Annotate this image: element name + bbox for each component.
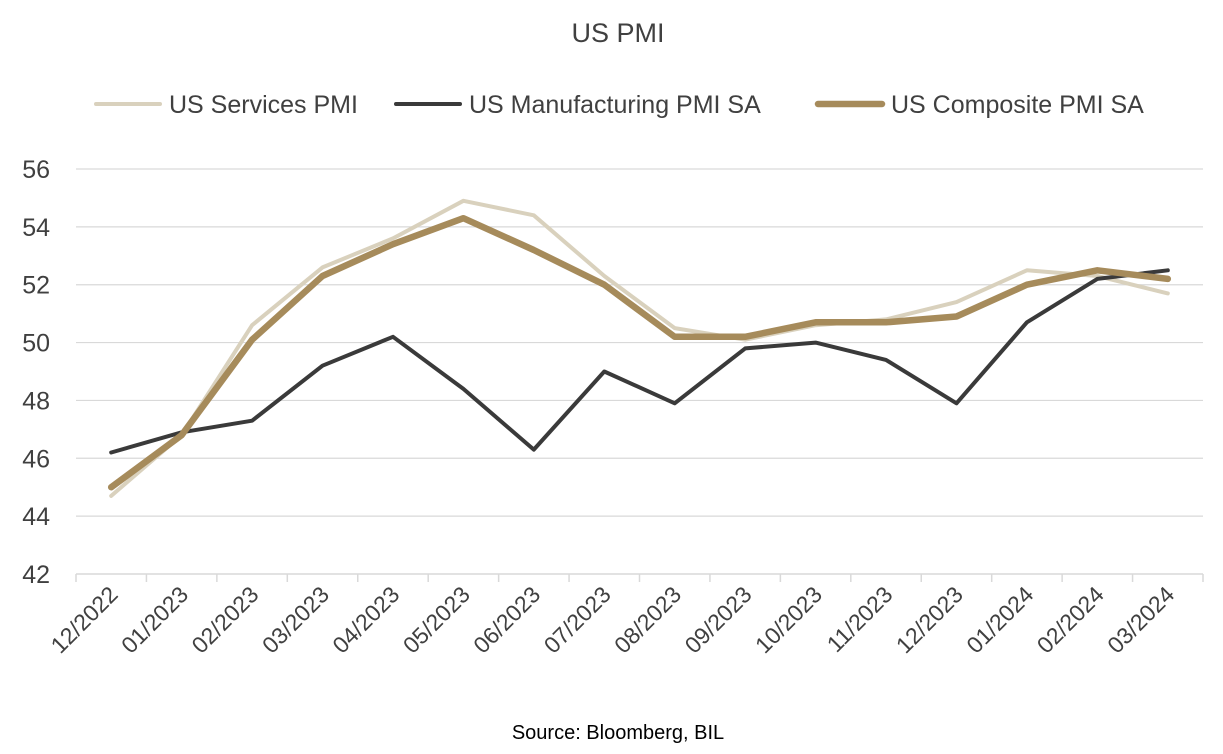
x-tick-label: 06/2023 xyxy=(468,581,545,658)
series-line-1 xyxy=(109,198,1170,498)
x-axis: 12/202201/202302/202303/202304/202305/20… xyxy=(46,573,1204,658)
y-tick-label: 56 xyxy=(22,156,50,184)
x-tick-label: 10/2023 xyxy=(750,581,827,658)
series-lines xyxy=(107,198,1172,498)
y-tick-label: 54 xyxy=(22,214,50,242)
x-tick-label: 07/2023 xyxy=(539,581,616,658)
source-note: Source: Bloomberg, BIL xyxy=(512,722,724,744)
x-tick-label: 05/2023 xyxy=(398,581,475,658)
y-tick-label: 44 xyxy=(22,503,50,531)
x-tick-label: 12/2022 xyxy=(46,581,123,658)
y-tick-label: 50 xyxy=(22,330,50,358)
legend: US Services PMI US Manufacturing PMI SA US… xyxy=(94,91,1144,119)
legend-label: US Services PMI xyxy=(169,91,358,119)
series-line-3 xyxy=(107,214,1172,491)
legend-label: US Composite PMI SA xyxy=(891,91,1144,119)
x-tick-label: 01/2023 xyxy=(116,581,193,658)
x-tick-label: 12/2023 xyxy=(891,581,968,658)
legend-label: US Manufacturing PMI SA xyxy=(469,91,761,119)
y-tick-label: 42 xyxy=(22,561,50,589)
y-tick-label: 48 xyxy=(22,387,50,415)
series-line-2 xyxy=(109,268,1170,455)
y-axis-ticks: 42 44 46 48 50 52 54 56 xyxy=(22,156,50,589)
x-tick-label: 04/2023 xyxy=(327,581,404,658)
x-tick-label: 11/2023 xyxy=(822,581,898,657)
x-tick-label: 01/2024 xyxy=(961,581,1038,658)
chart-title: US PMI xyxy=(571,18,664,48)
x-tick-label: 02/2024 xyxy=(1032,581,1109,658)
y-tick-label: 46 xyxy=(22,445,50,473)
y-tick-label: 52 xyxy=(22,272,50,300)
x-tick-label: 09/2023 xyxy=(680,581,757,658)
x-tick-label: 03/2024 xyxy=(1102,581,1179,658)
x-tick-label: 08/2023 xyxy=(609,581,686,658)
x-tick-label: 03/2023 xyxy=(257,581,334,658)
gridlines xyxy=(76,168,1203,517)
x-tick-label: 02/2023 xyxy=(186,581,263,658)
